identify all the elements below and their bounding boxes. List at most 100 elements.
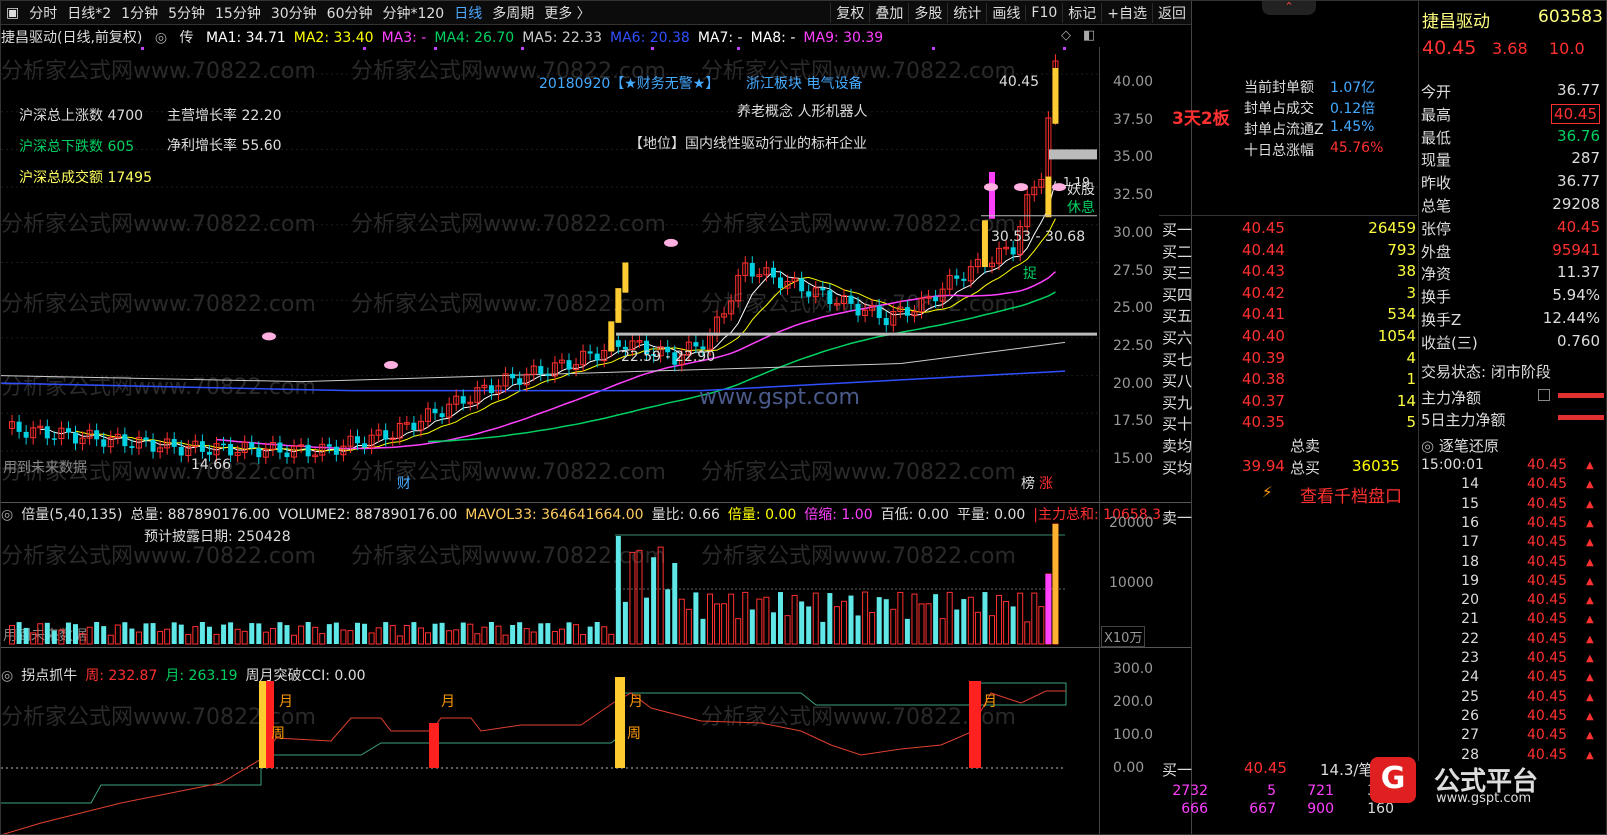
- tick-time: 27: [1461, 727, 1479, 744]
- period-tab[interactable]: 分钟*120: [382, 5, 445, 22]
- summary-num: 900: [1307, 801, 1334, 817]
- toolbar-button[interactable]: 返回: [1152, 3, 1191, 23]
- panel-settings-icon[interactable]: ◎: [1, 507, 14, 523]
- ma-value: MA2: 33.40: [293, 30, 374, 46]
- period-tab[interactable]: 30分钟: [270, 5, 317, 22]
- info-icon[interactable]: [1538, 389, 1550, 401]
- bid-price: 40.45: [1242, 219, 1285, 237]
- period-tab[interactable]: 更多 〉: [544, 5, 591, 22]
- tick-up-icon: ▲: [1586, 691, 1594, 703]
- bid-volume: 3: [1406, 283, 1416, 302]
- quote-value: 36.77: [1557, 81, 1600, 99]
- volume-header: ◎ 倍量(5,40,135) 总量: 887890176.00 VOLUME2: 88…: [1, 504, 1191, 524]
- period-tab[interactable]: 分时: [29, 5, 58, 22]
- main-net-bar: [1558, 393, 1604, 398]
- toolbar-button[interactable]: 叠加: [869, 3, 908, 23]
- stock-name: 捷昌驱动: [1422, 12, 1490, 32]
- low-price-label: 14.66: [191, 457, 232, 473]
- chart-title[interactable]: 捷昌驱动(日线,前复权): [1, 30, 143, 46]
- cci-period-mark: 月: [441, 694, 455, 710]
- tick-price: 40.45: [1527, 495, 1568, 512]
- summary-num: 5: [1267, 783, 1276, 799]
- market-stat: 沪深总下跌数 605: [19, 139, 135, 155]
- quote-label: 张停: [1421, 219, 1452, 238]
- quote-value: 36.77: [1557, 172, 1600, 191]
- gspt-logo-icon: G: [1370, 757, 1416, 803]
- range-label-1: 30.53 - 30.68: [991, 229, 1086, 245]
- bid-price: 40.37: [1242, 391, 1285, 410]
- settings-icon[interactable]: ◎: [154, 30, 168, 46]
- collapse-up-icon[interactable]: ⌃: [1262, 1, 1316, 15]
- tick-title[interactable]: ◎ 逐笔还原: [1421, 437, 1499, 455]
- tick-time: 18: [1461, 553, 1479, 570]
- tick-time: 25: [1461, 688, 1479, 705]
- board-count: 3天2板: [1172, 109, 1230, 129]
- tick-time: 23: [1461, 650, 1479, 666]
- bid-volume: 1054: [1377, 327, 1416, 345]
- price-tick: 30.00: [1113, 224, 1154, 241]
- volume-chart[interactable]: [1, 521, 1101, 646]
- tick-up-icon: ▲: [1586, 537, 1594, 549]
- toolbar-button[interactable]: 多股: [908, 3, 947, 23]
- quote-value: 36.76: [1557, 126, 1600, 145]
- price-tick: 32.50: [1113, 187, 1154, 204]
- toolbar-button[interactable]: 标记: [1062, 3, 1101, 23]
- toolbar-button[interactable]: F10: [1025, 5, 1062, 21]
- bid-level-label: 买二: [1162, 242, 1193, 261]
- price-tick: 25.00: [1113, 300, 1154, 317]
- cci-indicator: 拐点抓牛: [21, 668, 78, 684]
- toolbar-button[interactable]: +自选: [1101, 3, 1152, 23]
- tick-time: 15: [1461, 495, 1479, 512]
- period-tab[interactable]: 日线*2: [67, 5, 112, 22]
- period-tab[interactable]: 5分钟: [168, 5, 205, 22]
- panel3-settings-icon[interactable]: ◎: [1, 668, 14, 684]
- diamond-icon[interactable]: ◇: [1061, 28, 1071, 43]
- logo-text: 公式平台: [1434, 767, 1539, 797]
- demon-stock-tag: 妖股: [1067, 182, 1095, 198]
- summary-num: 2732: [1172, 783, 1208, 799]
- bid-price: 40.40: [1242, 327, 1285, 345]
- cci-tick: 300.0: [1113, 661, 1154, 677]
- quote-label: 今开: [1421, 83, 1452, 101]
- ma-lines: [1, 181, 1066, 453]
- avg-buy-price: 39.94: [1242, 457, 1285, 475]
- tick-up-icon: ▲: [1586, 595, 1594, 607]
- sector-tag: 浙江板块 电气设备: [746, 76, 863, 92]
- price-tick: 27.50: [1113, 262, 1154, 279]
- price-change: 3.68: [1492, 39, 1528, 58]
- quote-label: 外盘: [1421, 242, 1452, 261]
- period-tab[interactable]: 多周期: [492, 5, 535, 22]
- tick-up-icon: ▲: [1586, 517, 1594, 529]
- period-tab[interactable]: 60分钟: [326, 5, 373, 22]
- ma-value: MA1: 34.71: [205, 30, 286, 46]
- catch-tag: 捉: [1023, 266, 1037, 282]
- view-depth-button[interactable]: 查看千档盘口: [1300, 487, 1402, 507]
- period-tab[interactable]: 1分钟: [121, 5, 159, 22]
- panel-toggle-icon[interactable]: ◧: [1083, 28, 1096, 43]
- quote-label: 现量: [1421, 151, 1452, 170]
- tick-up-icon: ▲: [1586, 498, 1594, 510]
- summary-num: 667: [1249, 801, 1276, 817]
- tick-price: 40.45: [1527, 476, 1568, 493]
- cci-chart[interactable]: [1, 663, 1101, 835]
- list-marker: 榜: [1021, 476, 1035, 492]
- bid-volume: 38: [1396, 262, 1416, 281]
- quote-panel: 捷昌驱动 603583 40.45 3.68 10.0 ⌃ 3天2板 当前封单额…: [1159, 1, 1606, 834]
- avg-buy-label: 买均: [1162, 459, 1193, 477]
- volume-indicator: 倍缩: 1.00: [804, 507, 873, 523]
- main-net-5d: 5日主力净额: [1421, 411, 1506, 429]
- toolbar-button[interactable]: 统计: [947, 3, 986, 23]
- candles: [9, 54, 1059, 464]
- period-tab[interactable]: 15分钟: [215, 5, 261, 22]
- toolbar-button[interactable]: 复权: [830, 3, 869, 23]
- candlestick-chart[interactable]: [1, 47, 1131, 502]
- bid-price: 40.43: [1242, 262, 1285, 281]
- ma-value: MA5: 22.33: [522, 30, 602, 46]
- toolbar-button[interactable]: 画线: [986, 3, 1025, 23]
- bid-level-label: 买一: [1162, 221, 1193, 239]
- tick-time: 20: [1461, 592, 1479, 609]
- chart-grid: [1, 73, 1099, 452]
- window-menu-icon[interactable]: ▣: [6, 4, 20, 21]
- price-tick: 22.50: [1113, 337, 1154, 354]
- period-tab[interactable]: 日线: [454, 5, 483, 22]
